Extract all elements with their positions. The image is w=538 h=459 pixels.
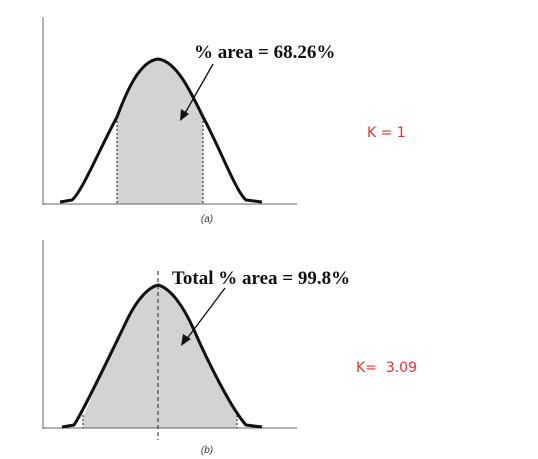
area-annotation: % area = 68.26% <box>194 42 335 63</box>
bell-curve <box>59 57 263 204</box>
annotation-arrow-line <box>183 63 214 116</box>
k-value-label: K= 3.09 <box>356 360 417 376</box>
bell-curve <box>61 283 263 429</box>
panel-b: Total % area = 99.8% (b) <box>42 240 350 456</box>
panel-caption: (a) <box>201 214 213 225</box>
annotation-arrow-line <box>185 287 226 341</box>
shaded-area-99 <box>83 285 237 428</box>
annotation-arrowhead <box>180 109 189 121</box>
annotation-arrowhead <box>181 334 191 346</box>
panel-a: % area = 68.26% (a) <box>42 17 335 225</box>
area-annotation: Total % area = 99.8% <box>172 268 350 289</box>
shaded-area-68 <box>117 59 203 204</box>
panel-caption: (b) <box>201 445 213 456</box>
k-value-label: K = 1 <box>367 125 406 141</box>
